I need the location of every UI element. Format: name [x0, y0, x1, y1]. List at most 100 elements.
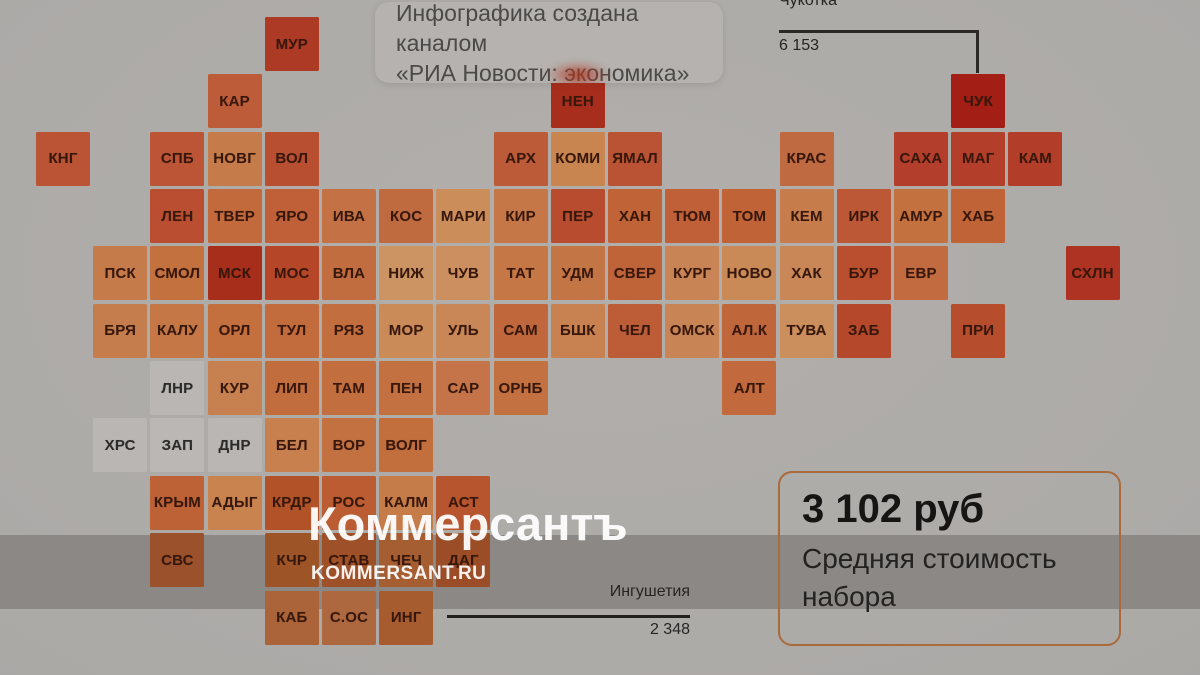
region-tile-label: ЛНР [161, 379, 194, 397]
region-tile-label: АДЫГ [211, 494, 258, 512]
region-tile: ЗАП [150, 418, 205, 473]
region-tile-label: МАРИ [440, 207, 486, 225]
region-tile: ОРЛ [207, 303, 262, 358]
region-tile-label: КАЛУ [156, 322, 198, 340]
region-tile: ТОМ [722, 189, 777, 244]
region-tile: ТЮМ [665, 189, 720, 244]
region-tile-label: ТАТ [506, 264, 535, 282]
region-tile: ВОЛГ [379, 418, 434, 473]
region-tile: ПСК [93, 246, 148, 301]
region-tile-label: СВЕР [613, 264, 657, 282]
region-tile: ЛИП [264, 361, 319, 416]
region-tile: С.ОС [322, 590, 376, 645]
region-tile-label: ИВА [332, 207, 366, 225]
average-value-card: 3 102 руб Средняя стоимость набора [778, 471, 1121, 646]
credit-line-1: Инфографика создана каналом [396, 0, 639, 56]
region-tile: ХАБ [951, 189, 1006, 244]
region-tile: ОРНБ [493, 361, 548, 416]
region-tile: ЛНР [150, 361, 205, 416]
kommersant-logo: Коммерсантъ [308, 497, 628, 550]
region-tile-label: ТУВА [786, 322, 827, 340]
region-tile: ЕВР [894, 246, 948, 301]
region-tile-label: ТВЕР [214, 207, 255, 225]
region-tile: НОВГ [207, 131, 262, 186]
region-tile-label: ЧЕЛ [619, 322, 651, 340]
region-tile: КРДР [264, 475, 319, 530]
region-tile-label: ЯРО [275, 207, 309, 225]
region-tile-label: КАБ [276, 609, 308, 626]
region-tile: МСК [207, 246, 262, 301]
region-tile: ТУВА [779, 303, 834, 358]
region-tile: ТВЕР [207, 189, 262, 244]
region-tile-label: ДНР [218, 436, 251, 454]
region-tile-label: ХАН [618, 207, 652, 225]
region-tile: ТАТ [493, 246, 548, 301]
region-tile: ХАН [608, 189, 662, 244]
max-annotation-vline [976, 30, 979, 73]
region-tile-label: ЗАБ [847, 322, 880, 340]
region-tile-label: С.ОС [329, 609, 369, 626]
region-tile: КНГ [36, 131, 90, 186]
max-region-label: Чукотка [779, 0, 837, 9]
region-tile-label: СТАВ [328, 551, 370, 569]
region-tile-label: АРХ [505, 150, 537, 168]
region-tile: НИЖ [379, 246, 434, 301]
region-tile-label: РЯЗ [333, 322, 365, 340]
region-tile-label: САХА [899, 150, 943, 168]
credit-line-2: «РИА Новости: экономика» [396, 59, 690, 86]
region-tile: РЯЗ [322, 303, 376, 358]
region-tile: ПРИ [951, 303, 1006, 358]
region-tile: БРЯ [93, 303, 148, 358]
region-tile-label: ЧЕЧ [390, 551, 423, 569]
region-tile-label: МОР [388, 322, 424, 340]
region-tile: БЕЛ [264, 418, 319, 473]
average-value: 3 102 руб [802, 487, 985, 531]
region-tile: ДАГ [436, 533, 491, 588]
region-tile: КИР [493, 189, 548, 244]
region-tile-label: БРЯ [104, 322, 137, 340]
region-tile: КАЛМ [379, 475, 434, 530]
region-tile: АДЫГ [207, 475, 262, 530]
region-tile-label: ЯМАЛ [612, 150, 658, 168]
region-tile-label: ЕВР [905, 264, 937, 282]
region-tile-label: ХРС [104, 436, 136, 454]
region-tile: УЛЬ [436, 303, 491, 358]
max-region-value: 6 153 [779, 37, 820, 54]
region-tile-label: КАМ [1018, 150, 1052, 168]
region-tile: ЯРО [264, 189, 319, 244]
region-tile: ВЛА [322, 246, 376, 301]
region-tile: СВЕР [608, 246, 662, 301]
region-tile: АСТ [436, 475, 491, 530]
region-tile: МОР [379, 303, 434, 358]
region-tile: КЕМ [779, 189, 834, 244]
region-tile-label: КАЛМ [384, 494, 429, 512]
region-tile: СМОЛ [150, 246, 205, 301]
region-tile: ПЕН [379, 361, 434, 416]
region-tile-label: КРЫМ [153, 494, 201, 512]
region-tile: МУР [264, 17, 319, 71]
region-tile: КАБ [264, 590, 319, 645]
region-tile: ВОР [322, 418, 376, 473]
region-tile-label: ТАМ [332, 379, 366, 397]
min-region-label: Ингушетия [609, 583, 690, 600]
region-tile-label: ОРНБ [498, 379, 543, 397]
region-tile-label: ЧУВ [447, 264, 480, 282]
region-tile-label: КИР [505, 207, 536, 225]
region-tile: ЧЕЧ [379, 533, 434, 588]
region-tile: ЧЕЛ [608, 303, 662, 358]
region-tile-label: СМОЛ [154, 264, 201, 282]
region-tile-label: СХЛН [1071, 264, 1114, 282]
region-tile: УДМ [550, 246, 605, 301]
region-tile-label: ДАГ [448, 551, 479, 569]
region-tile-label: АЛ.К [731, 322, 768, 340]
region-tile-label: ВОР [332, 436, 366, 454]
region-tile-label: КЕМ [790, 207, 823, 225]
region-tile: МАРИ [436, 189, 491, 244]
region-tile-label: АЛТ [733, 379, 766, 397]
region-tile-label: ПРИ [962, 322, 995, 340]
region-tile: САР [436, 361, 491, 416]
region-tile: КУРГ [665, 246, 720, 301]
region-tile: ХРС [93, 418, 148, 473]
region-tile: ВОЛ [264, 131, 319, 186]
region-tile-label: БШК [559, 322, 596, 340]
